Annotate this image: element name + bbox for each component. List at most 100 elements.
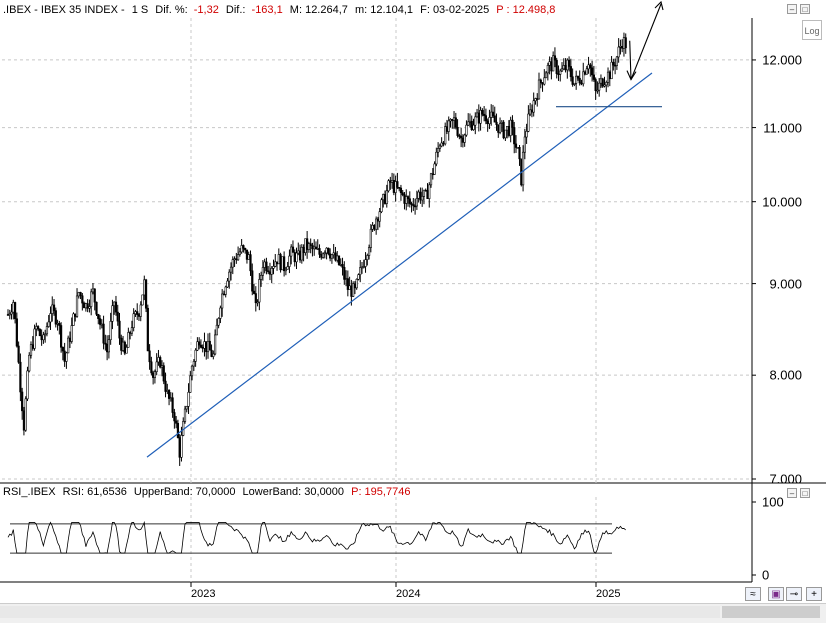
candle-body: [555, 59, 558, 74]
candle-body: [251, 270, 254, 292]
candle-body: [571, 76, 574, 85]
candle-body: [29, 344, 33, 356]
candle-body: [307, 243, 311, 250]
candle-body: [226, 280, 229, 288]
candle-body: [107, 339, 110, 353]
candle-body: [467, 121, 470, 126]
candle-body: [155, 361, 158, 372]
period-label: 1 S: [131, 4, 149, 16]
top-window-controls: – □: [787, 4, 810, 16]
rsi-value: RSI: 61,6536: [62, 486, 127, 498]
candle-body: [375, 218, 378, 230]
candle-body: [279, 254, 282, 271]
candle-body: [514, 143, 518, 148]
maximize-icon[interactable]: □: [800, 488, 810, 498]
candle-body: [159, 357, 162, 368]
candle-body: [373, 224, 376, 230]
candle-body: [440, 142, 443, 147]
x-tick-label: 2023: [191, 588, 216, 600]
candle-body: [171, 397, 174, 413]
candle-body: [132, 313, 135, 328]
candle-body: [412, 204, 415, 207]
candle-body: [376, 218, 380, 222]
candle-body: [111, 305, 114, 322]
candle-body: [619, 46, 622, 48]
candle-body: [491, 111, 495, 117]
candle-body: [125, 346, 128, 354]
maximize-icon[interactable]: □: [800, 4, 810, 14]
candle-body: [311, 245, 314, 250]
minimize-icon[interactable]: –: [787, 4, 797, 14]
horizontal-scrollbar[interactable]: [0, 606, 720, 618]
rsi-y-tick-label: 100: [762, 494, 784, 510]
candles-group: [6, 32, 627, 466]
candle-body: [229, 266, 233, 273]
candle-body: [13, 302, 17, 320]
candle-body: [544, 72, 548, 79]
candle-body: [127, 332, 130, 348]
candle-body: [465, 124, 468, 136]
candle-body: [121, 341, 125, 351]
wave-tool-icon[interactable]: ≈: [745, 587, 761, 601]
candle-body: [31, 344, 34, 349]
candle-body: [362, 266, 365, 268]
candle-body: [389, 180, 392, 183]
candle-body: [302, 246, 305, 253]
candle-body: [167, 390, 171, 399]
candle-body: [42, 334, 45, 341]
candle-body: [295, 252, 298, 263]
candle-body: [187, 391, 190, 407]
candle-body: [102, 323, 105, 344]
candle-body: [449, 119, 452, 122]
candle-body: [252, 290, 256, 294]
candle-body: [539, 79, 542, 83]
candle-body: [22, 410, 26, 431]
y-tick-label: 9.000: [769, 276, 802, 292]
candle-body: [582, 71, 585, 85]
candle-body: [173, 412, 176, 422]
candle-body: [81, 295, 84, 304]
candle-body: [217, 318, 220, 326]
candle-body: [304, 238, 307, 253]
candle-body: [493, 115, 496, 123]
candle-body: [490, 111, 493, 118]
candle-body: [403, 194, 406, 204]
expand-icon[interactable]: +: [806, 587, 822, 601]
candle-body: [424, 189, 427, 192]
candle-body: [67, 337, 70, 354]
candle-body: [318, 248, 321, 255]
candle-body: [477, 112, 480, 124]
save-icon[interactable]: ▣: [768, 587, 784, 601]
candle-body: [235, 258, 238, 261]
candle-body: [610, 61, 613, 80]
candle-body: [261, 267, 264, 276]
candle-body: [175, 420, 178, 424]
candle-body: [201, 347, 204, 349]
candle-body: [267, 270, 270, 273]
dif-pct-label: Dif. %:: [155, 4, 188, 16]
candle-body: [263, 261, 266, 268]
candle-body: [100, 323, 103, 326]
candle-body: [61, 346, 64, 352]
x-tick-label: 2025: [596, 588, 621, 600]
candle-body: [413, 205, 417, 208]
candle-body: [153, 371, 157, 378]
minimize-icon[interactable]: –: [787, 488, 797, 498]
candle-body: [475, 112, 479, 118]
candle-body: [221, 293, 224, 309]
pin-icon[interactable]: ⊸: [786, 587, 802, 601]
log-scale-button[interactable]: Log: [802, 20, 822, 40]
candle-body: [481, 109, 484, 115]
scrollbar-thumb[interactable]: [722, 606, 820, 618]
candle-body: [19, 361, 22, 393]
candle-body: [548, 61, 551, 66]
candle-body: [79, 292, 82, 297]
candle-body: [343, 267, 346, 280]
candle-body: [426, 190, 429, 199]
candle-body: [596, 89, 599, 92]
projection-path: [629, 3, 662, 80]
candle-body: [114, 301, 118, 313]
candle-body: [90, 291, 93, 307]
candle-body: [260, 274, 263, 280]
